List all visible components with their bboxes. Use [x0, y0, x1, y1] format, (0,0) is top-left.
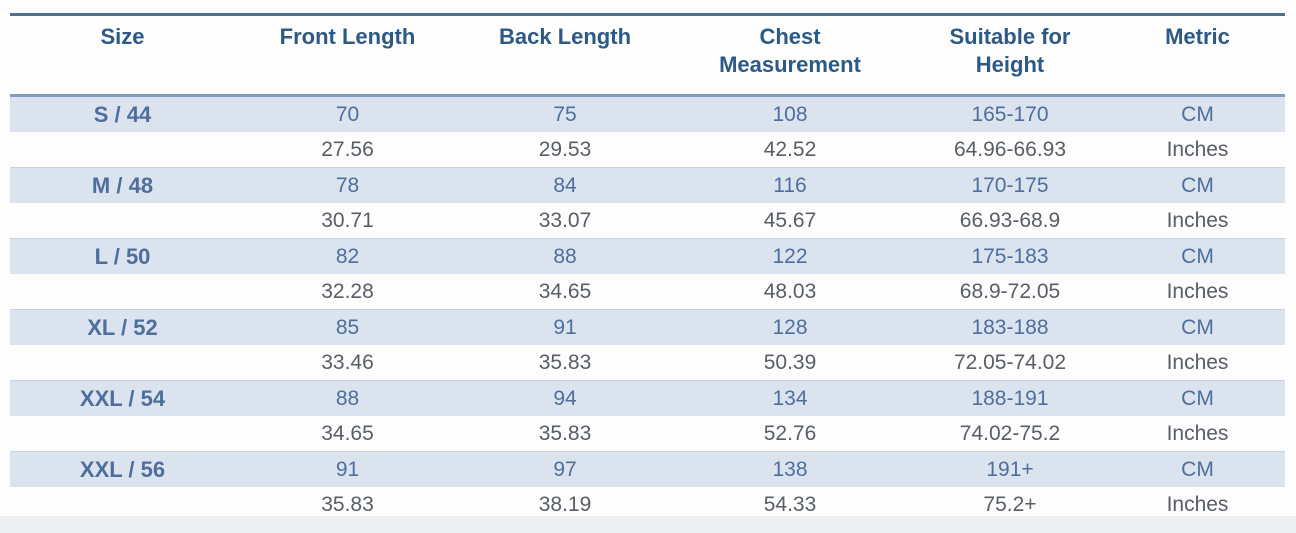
cell-size	[10, 203, 235, 239]
cell-metric: Inches	[1110, 345, 1285, 381]
cell-front: 27.56	[235, 132, 460, 168]
cell-chest: 134	[670, 380, 910, 416]
cell-chest: 48.03	[670, 274, 910, 310]
cell-size: M / 48	[10, 167, 235, 203]
cell-front: 30.71	[235, 203, 460, 239]
cell-height: 183-188	[910, 309, 1110, 345]
column-header-chest-measurement: Chest Measurement	[670, 14, 910, 96]
table-row-inches: 27.56 29.53 42.52 64.96-66.93 Inches	[10, 132, 1285, 168]
cell-chest: 122	[670, 238, 910, 274]
cell-back: 88	[460, 238, 670, 274]
cell-size: L / 50	[10, 238, 235, 274]
cell-chest: 138	[670, 451, 910, 487]
cell-back: 91	[460, 309, 670, 345]
cell-size	[10, 416, 235, 452]
table-row-cm: M / 48 78 84 116 170-175 CM	[10, 167, 1285, 203]
cell-front: 91	[235, 451, 460, 487]
cell-chest: 45.67	[670, 203, 910, 239]
cell-metric: CM	[1110, 167, 1285, 203]
cell-back: 84	[460, 167, 670, 203]
table-row-cm: XL / 52 85 91 128 183-188 CM	[10, 309, 1285, 345]
cell-size	[10, 274, 235, 310]
table-row-cm: XXL / 56 91 97 138 191+ CM	[10, 451, 1285, 487]
cell-size	[10, 132, 235, 168]
column-header-back-length: Back Length	[460, 14, 670, 96]
cell-height: 188-191	[910, 380, 1110, 416]
table-row-inches: 34.65 35.83 52.76 74.02-75.2 Inches	[10, 416, 1285, 452]
cell-height: 165-170	[910, 95, 1110, 132]
cell-back: 29.53	[460, 132, 670, 168]
cell-metric: CM	[1110, 95, 1285, 132]
cell-height: 175-183	[910, 238, 1110, 274]
page-background-strip	[0, 516, 1296, 533]
table-row-cm: S / 44 70 75 108 165-170 CM	[10, 95, 1285, 132]
cell-height: 74.02-75.2	[910, 416, 1110, 452]
cell-size: XXL / 56	[10, 451, 235, 487]
cell-back: 75	[460, 95, 670, 132]
table-row-inches: 33.46 35.83 50.39 72.05-74.02 Inches	[10, 345, 1285, 381]
cell-back: 34.65	[460, 274, 670, 310]
cell-back: 35.83	[460, 345, 670, 381]
cell-front: 78	[235, 167, 460, 203]
cell-height: 68.9-72.05	[910, 274, 1110, 310]
column-header-front-length: Front Length	[235, 14, 460, 96]
cell-chest: 50.39	[670, 345, 910, 381]
table-row-inches: 30.71 33.07 45.67 66.93-68.9 Inches	[10, 203, 1285, 239]
table-header: Size Front Length Back Length Chest Meas…	[10, 14, 1285, 96]
cell-back: 94	[460, 380, 670, 416]
cell-height: 72.05-74.02	[910, 345, 1110, 381]
column-header-size: Size	[10, 14, 235, 96]
cell-metric: Inches	[1110, 274, 1285, 310]
cell-size: S / 44	[10, 95, 235, 132]
cell-front: 85	[235, 309, 460, 345]
cell-front: 34.65	[235, 416, 460, 452]
cell-metric: Inches	[1110, 416, 1285, 452]
column-header-metric: Metric	[1110, 14, 1285, 96]
cell-size: XL / 52	[10, 309, 235, 345]
cell-size: XXL / 54	[10, 380, 235, 416]
cell-metric: Inches	[1110, 132, 1285, 168]
cell-height: 191+	[910, 451, 1110, 487]
cell-front: 32.28	[235, 274, 460, 310]
cell-height: 64.96-66.93	[910, 132, 1110, 168]
cell-size	[10, 345, 235, 381]
cell-back: 97	[460, 451, 670, 487]
cell-chest: 128	[670, 309, 910, 345]
column-header-suitable-for-height: Suitable for Height	[910, 14, 1110, 96]
cell-height: 170-175	[910, 167, 1110, 203]
table-row-cm: L / 50 82 88 122 175-183 CM	[10, 238, 1285, 274]
cell-front: 82	[235, 238, 460, 274]
cell-front: 70	[235, 95, 460, 132]
cell-chest: 52.76	[670, 416, 910, 452]
cell-front: 88	[235, 380, 460, 416]
cell-front: 33.46	[235, 345, 460, 381]
cell-chest: 116	[670, 167, 910, 203]
table-row-cm: XXL / 54 88 94 134 188-191 CM	[10, 380, 1285, 416]
cell-chest: 42.52	[670, 132, 910, 168]
cell-back: 33.07	[460, 203, 670, 239]
table-body: S / 44 70 75 108 165-170 CM 27.56 29.53 42.52 64.…	[10, 95, 1285, 524]
header-row: Size Front Length Back Length Chest Meas…	[10, 14, 1285, 96]
cell-metric: Inches	[1110, 203, 1285, 239]
cell-chest: 108	[670, 95, 910, 132]
cell-height: 66.93-68.9	[910, 203, 1110, 239]
table-row-inches: 32.28 34.65 48.03 68.9-72.05 Inches	[10, 274, 1285, 310]
cell-metric: CM	[1110, 380, 1285, 416]
cell-back: 35.83	[460, 416, 670, 452]
cell-metric: CM	[1110, 309, 1285, 345]
cell-metric: CM	[1110, 451, 1285, 487]
cell-metric: CM	[1110, 238, 1285, 274]
size-chart-table: Size Front Length Back Length Chest Meas…	[10, 13, 1285, 525]
